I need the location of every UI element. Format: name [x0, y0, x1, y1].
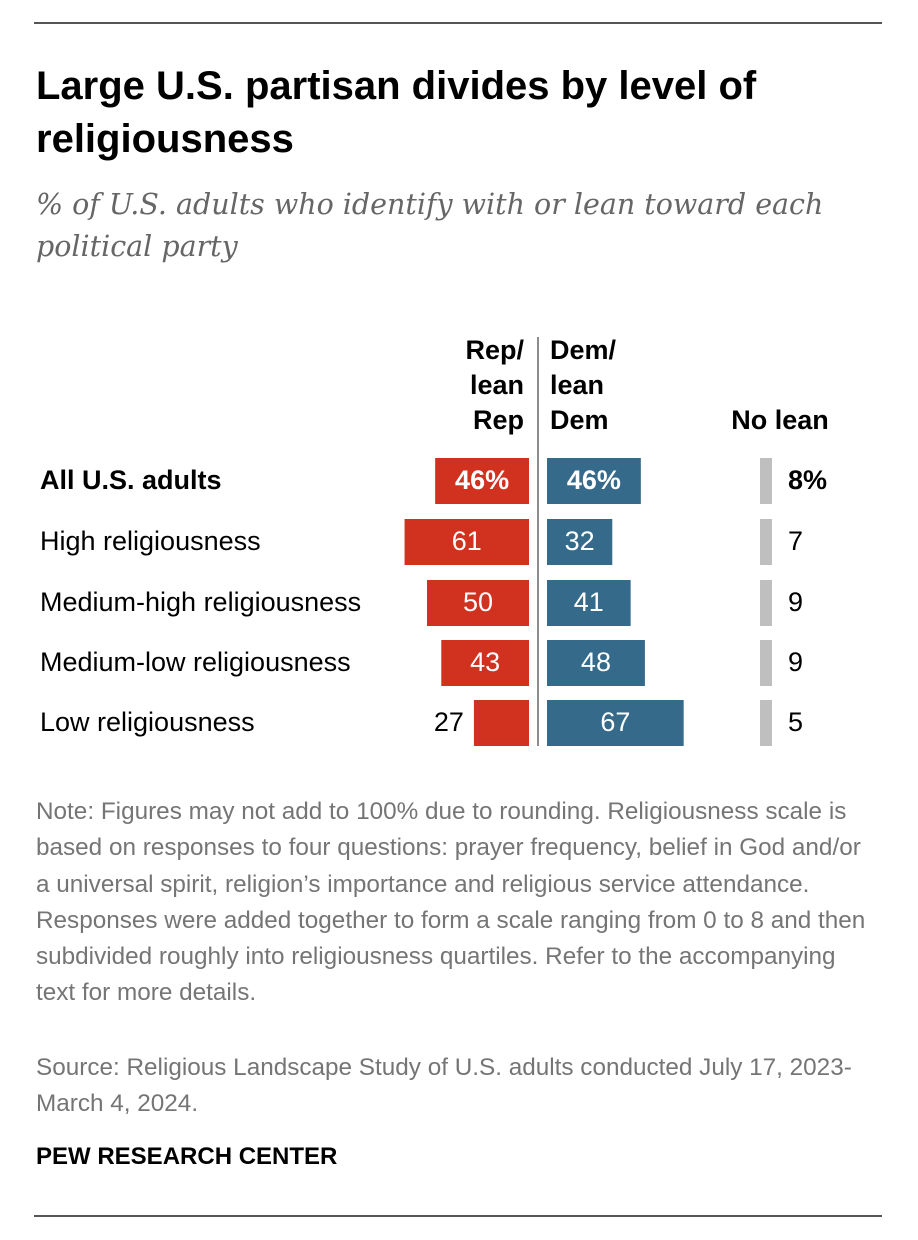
row-label: All U.S. adults — [40, 465, 222, 495]
rep-bar — [435, 458, 529, 504]
column-header-dem: Dem/ — [550, 335, 617, 365]
rep-bar — [404, 519, 529, 565]
row-label: Medium-high religiousness — [40, 587, 361, 617]
pew-branding: PEW RESEARCH CENTER — [36, 1143, 338, 1170]
rep-bar — [473, 700, 529, 746]
no-lean-bar — [760, 519, 772, 565]
chart-title: Large U.S. partisan divides by level of … — [36, 64, 757, 161]
dem-bar — [547, 458, 641, 504]
rep-bar — [427, 580, 529, 626]
rep-value-label: 50 — [463, 587, 493, 617]
rep-bar — [441, 640, 529, 686]
chart-note: Note: Figures may not add to 100% due to… — [36, 798, 866, 1007]
no-lean-value-label: 8% — [788, 465, 827, 495]
chart-area: Rep/lean Rep Dem/lean Dem No lean All U.S. ad… — [40, 335, 829, 746]
no-lean-bar — [760, 458, 772, 504]
no-lean-bar — [760, 700, 772, 746]
dem-value-label: 48 — [581, 647, 611, 677]
top-rule — [34, 22, 882, 24]
dem-bar — [547, 580, 631, 626]
dem-bar — [547, 640, 645, 686]
column-header-no-lean: No lean — [731, 405, 829, 435]
dem-value-label: 32 — [565, 526, 595, 556]
dem-value-label: 67 — [600, 707, 630, 737]
dem-bar — [547, 519, 613, 565]
chart-source: Source: Religious Landscape Study of U.S… — [36, 1054, 852, 1118]
dem-value-label: 46% — [567, 465, 621, 495]
no-lean-bar — [760, 580, 772, 626]
dem-value-label: 41 — [574, 587, 604, 617]
column-header-rep: Rep/ — [465, 335, 524, 365]
no-lean-value-label: 9 — [788, 587, 803, 617]
rep-value-label: 46% — [455, 465, 509, 495]
dem-bar — [547, 700, 684, 746]
column-header-rep: lean — [470, 370, 524, 400]
bottom-rule — [34, 1215, 882, 1217]
column-header-dem: Dem — [550, 405, 609, 435]
no-lean-value-label: 9 — [788, 647, 803, 677]
rep-value-label: 27 — [434, 707, 464, 737]
no-lean-value-label: 7 — [788, 526, 803, 556]
no-lean-value-label: 5 — [788, 707, 803, 737]
row-label: High religiousness — [40, 526, 261, 556]
row-label: Medium-low religiousness — [40, 647, 351, 677]
rep-value-label: 43 — [470, 647, 500, 677]
column-header-rep: Rep — [473, 405, 524, 435]
column-header-dem: lean — [550, 370, 604, 400]
rep-value-label: 61 — [452, 526, 482, 556]
no-lean-bar — [760, 640, 772, 686]
chart-subtitle: % of U.S. adults who identify with or le… — [36, 188, 824, 263]
row-label: Low religiousness — [40, 707, 255, 737]
